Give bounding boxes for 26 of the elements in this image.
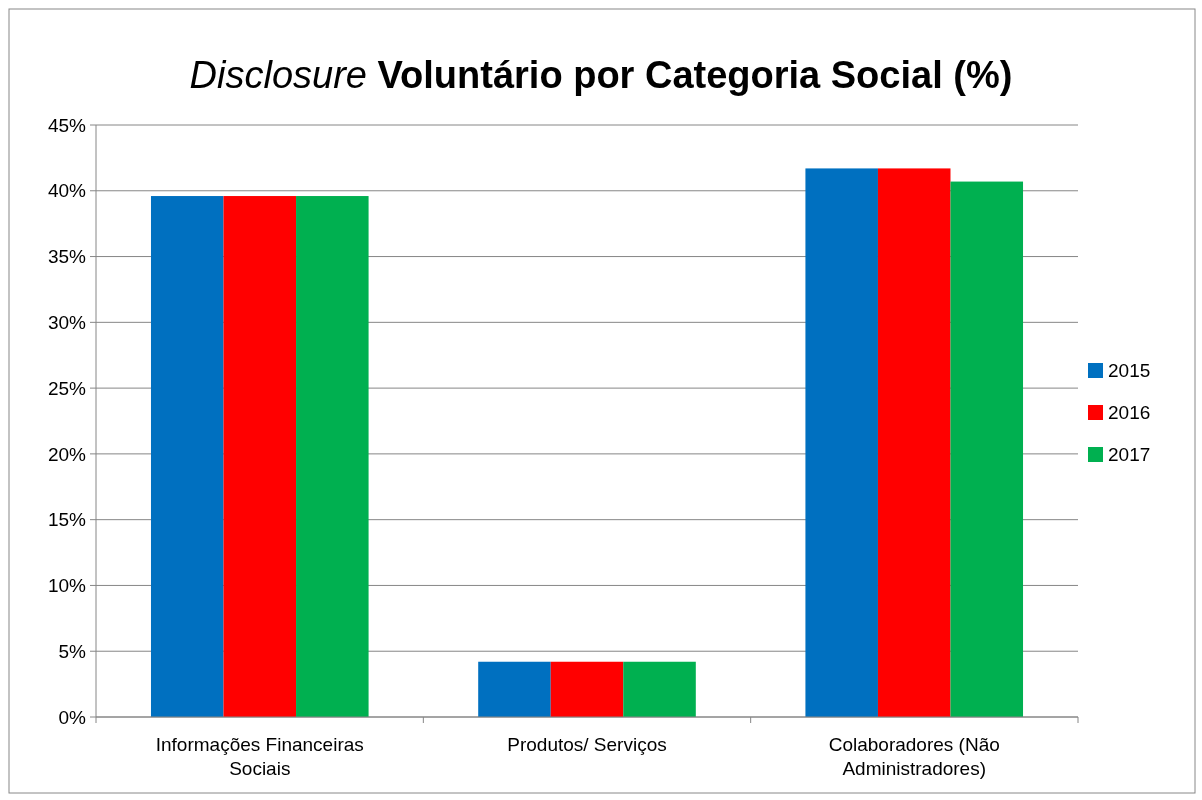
bar: [478, 661, 551, 717]
y-tick-label: 10%: [47, 575, 87, 597]
y-tick-label: 25%: [47, 377, 87, 399]
bar: [223, 196, 297, 717]
legend-label: 2016: [1108, 401, 1151, 423]
y-tick-label: 0%: [58, 706, 87, 728]
bar: [623, 661, 696, 717]
y-tick-label: 40%: [47, 180, 87, 202]
bar: [296, 196, 369, 717]
bar: [950, 181, 1024, 717]
x-tick-label: Informações Financeiras Sociais: [155, 734, 364, 779]
legend-label: 2017: [1108, 443, 1151, 465]
y-tick-label: 15%: [47, 509, 87, 531]
bar: [150, 196, 224, 717]
y-tick-label: 30%: [47, 311, 87, 333]
chart-title: Disclosure Voluntário por Categoria Social (%): [189, 54, 1013, 96]
bar: [805, 168, 878, 717]
bar: [877, 168, 951, 717]
y-tick-label: 45%: [47, 114, 87, 136]
legend-label: 2015: [1108, 359, 1151, 381]
bar: [550, 661, 624, 717]
y-tick-label: 20%: [47, 443, 87, 465]
y-tick-label: 5%: [58, 640, 87, 662]
x-tick-label: Produtos/ Serviços: [507, 734, 667, 755]
x-tick-label: Colaboradores (Não Administradores): [828, 734, 1000, 779]
y-tick-label: 35%: [47, 246, 87, 268]
